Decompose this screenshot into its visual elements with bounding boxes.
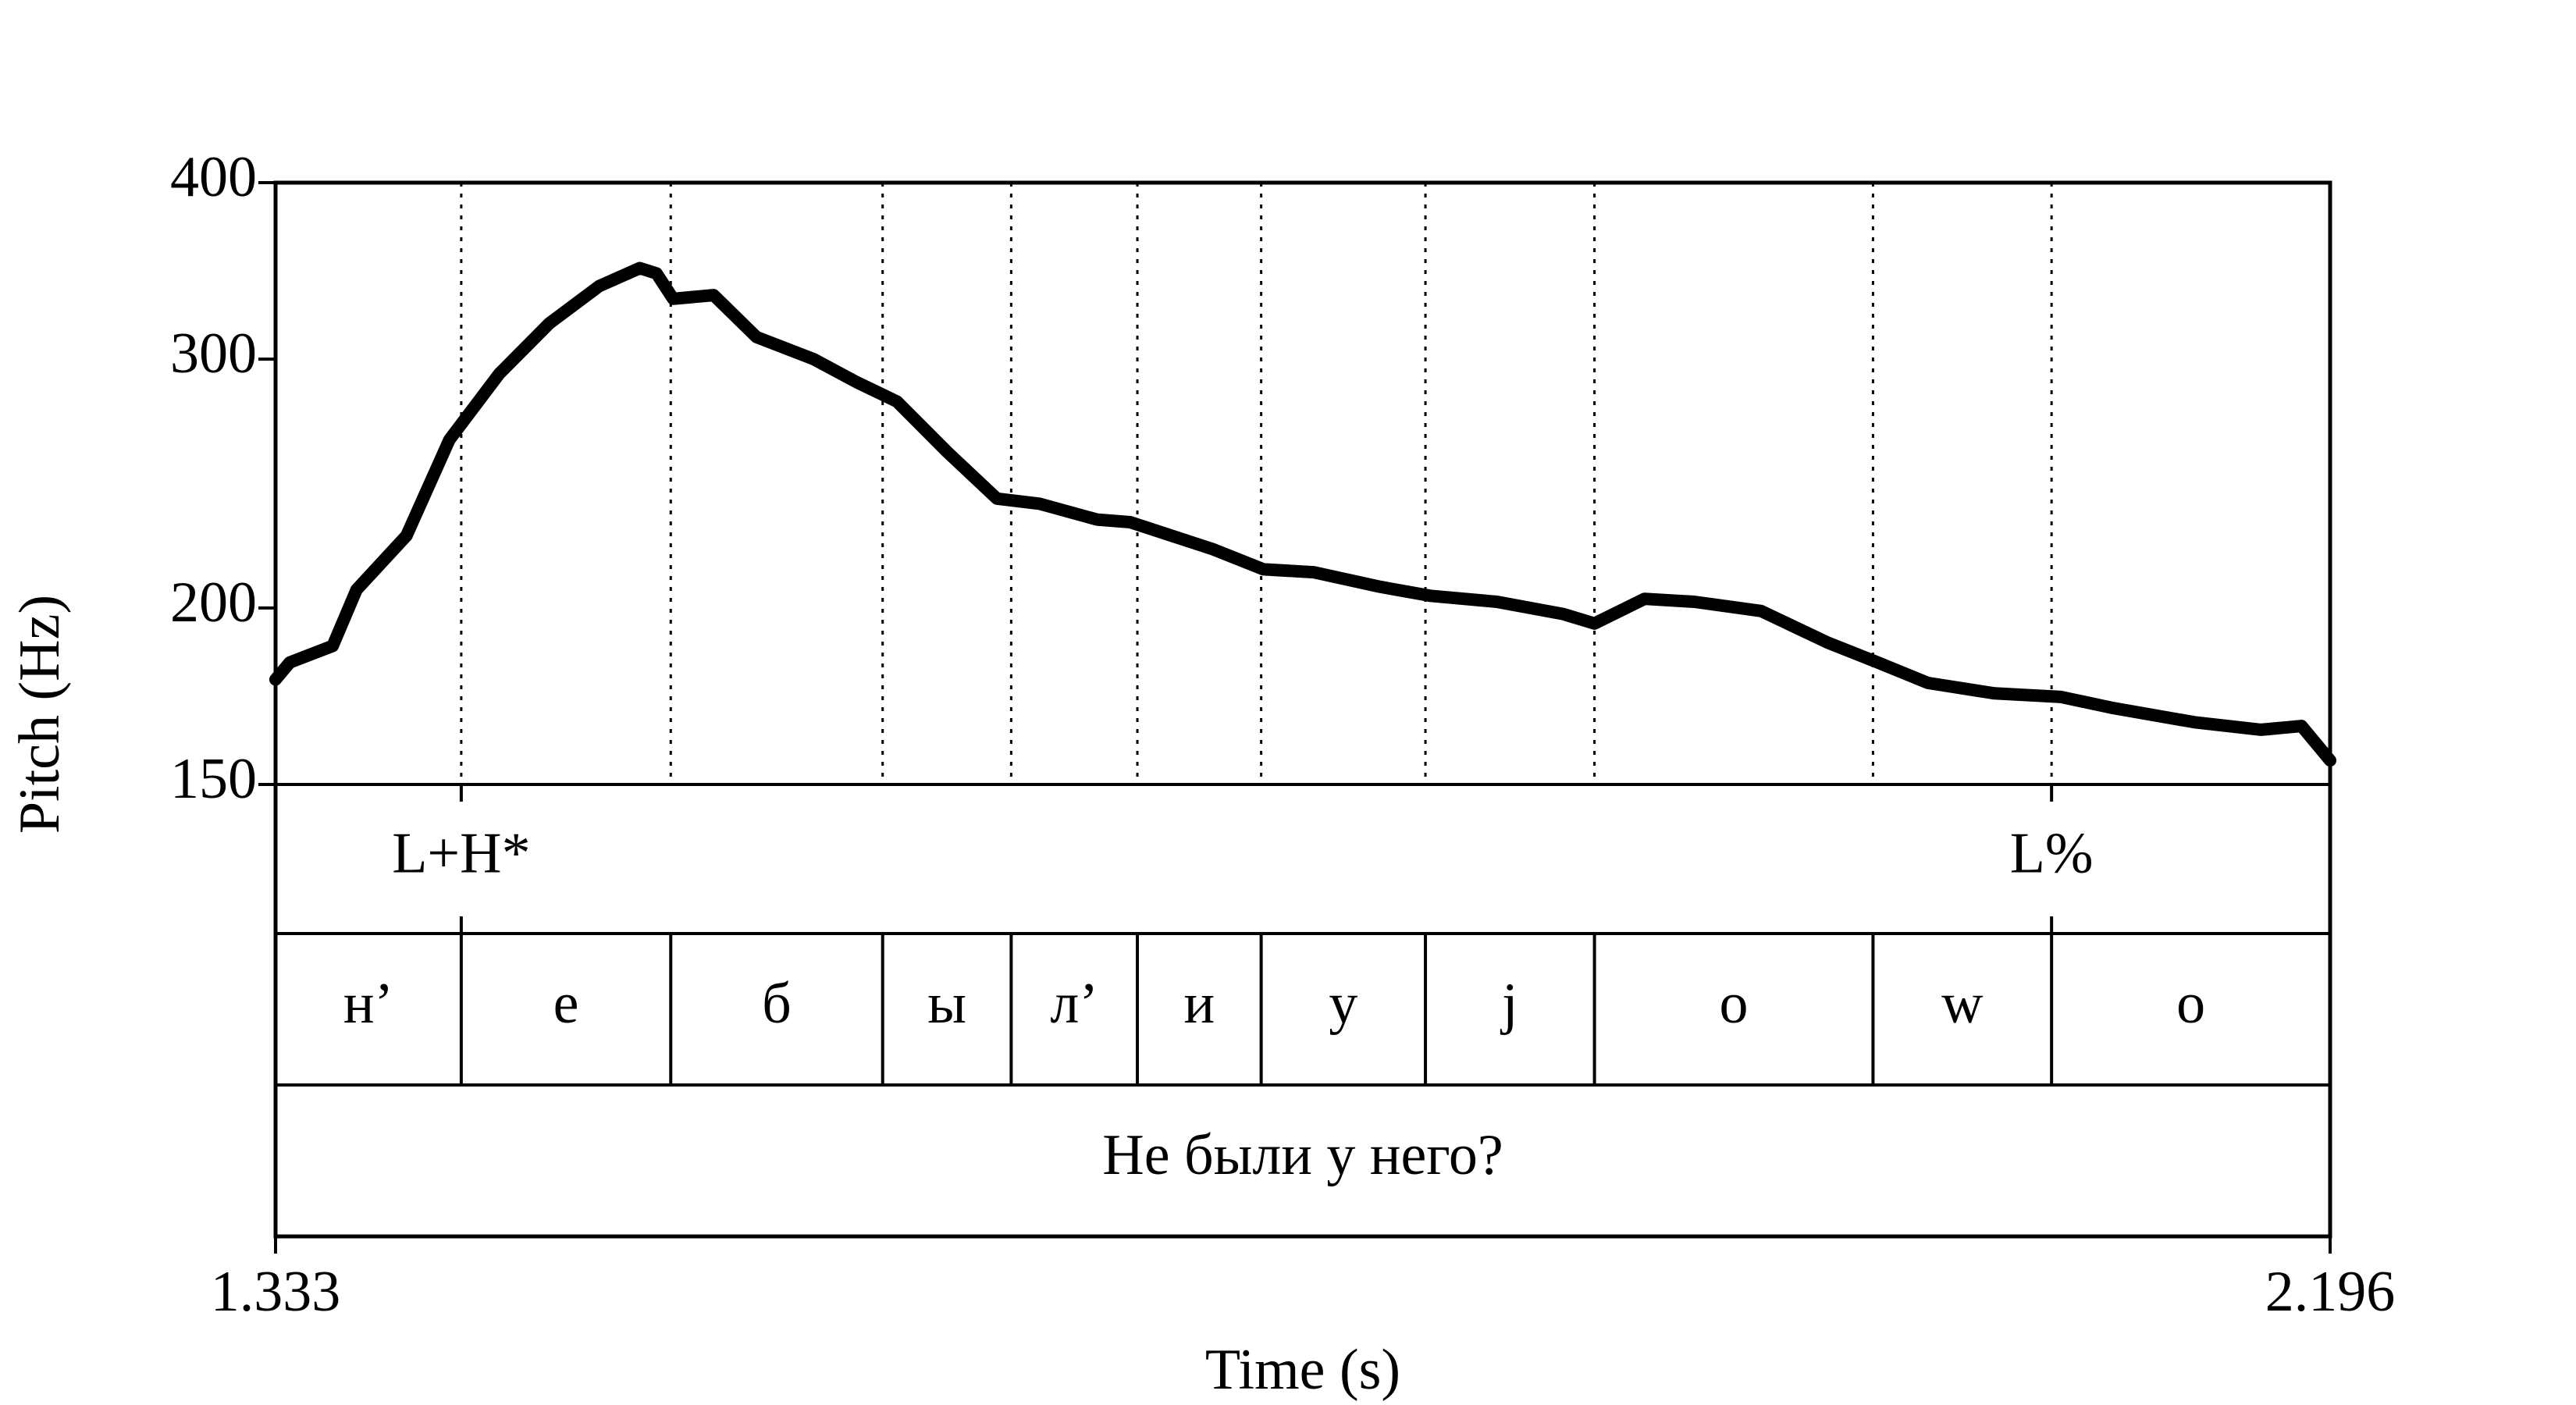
segment-label: н’ bbox=[343, 972, 393, 1036]
y-tick-label: 300 bbox=[170, 322, 257, 386]
segment-label: е bbox=[553, 972, 579, 1036]
x-tick-label: 1.333 bbox=[211, 1260, 341, 1324]
pitch-line bbox=[269, 261, 2336, 767]
x-axis-label: Time (s) bbox=[1205, 1338, 1400, 1402]
x-tick-label: 2.196 bbox=[2265, 1260, 2396, 1324]
segment-label: о bbox=[2176, 972, 2205, 1036]
segment-label: ы bbox=[927, 972, 966, 1036]
y-axis-label: Pitch (Hz) bbox=[8, 595, 72, 834]
segment-label: и bbox=[1184, 972, 1215, 1036]
y-tick-label: 400 bbox=[170, 145, 257, 209]
segment-label: у bbox=[1329, 972, 1357, 1036]
y-tick-label: 150 bbox=[170, 747, 257, 811]
tone-label: L% bbox=[2010, 821, 2094, 885]
sentence-label: Не были у него? bbox=[1102, 1123, 1503, 1187]
segment-label: л’ bbox=[1050, 972, 1098, 1036]
plot-frame bbox=[273, 180, 2332, 1239]
tone-label: L+H* bbox=[392, 821, 530, 885]
segment-label: о bbox=[1720, 972, 1749, 1036]
y-tick-label: 200 bbox=[170, 571, 257, 635]
segment-label: w bbox=[1941, 972, 1984, 1036]
segment-label: б bbox=[762, 972, 792, 1036]
segment-label: j bbox=[1500, 972, 1518, 1036]
